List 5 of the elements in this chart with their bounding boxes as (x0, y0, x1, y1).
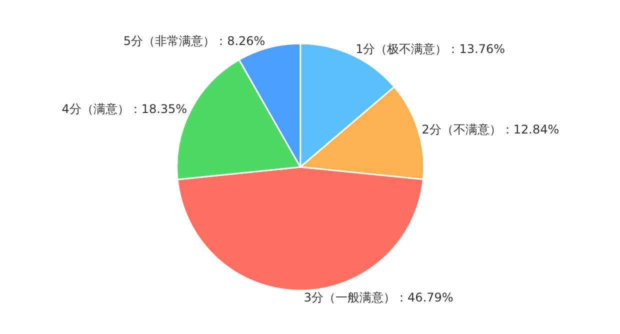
slice-label: 1分（极不满意）：13.76% (356, 42, 505, 56)
slice-label: 4分（满意）：18.35% (62, 102, 188, 116)
slice-label: 3分（一般满意）：46.79% (304, 290, 454, 304)
slice-label: 2分（不满意）：12.84% (422, 122, 560, 137)
slice-label: 5分（非常满意）：8.26% (123, 34, 266, 48)
